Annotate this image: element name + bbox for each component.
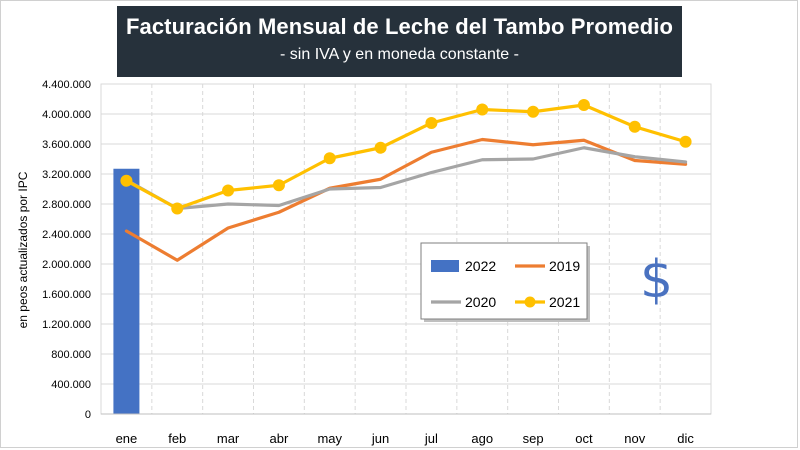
- point-2021-jul: [425, 117, 438, 129]
- x-tick-label: sep: [523, 431, 544, 446]
- legend-label-2020: 2020: [465, 294, 496, 310]
- point-2021-may: [323, 152, 336, 165]
- y-tick-label: 4.400.000: [42, 79, 91, 91]
- point-2021-oct: [577, 99, 590, 111]
- point-2021-nov: [628, 120, 641, 133]
- y-tick-label: 2.800.000: [42, 199, 91, 211]
- legend-box: [420, 242, 588, 320]
- bar-2022-ene: [113, 168, 140, 414]
- y-tick-label: 4.000.000: [42, 109, 91, 121]
- point-2021-dic: [679, 135, 692, 148]
- dollar-sign-icon: $: [640, 250, 674, 310]
- legend-label-2019: 2019: [549, 258, 580, 274]
- legend-swatch-2022: [431, 260, 459, 272]
- point-2021-sep: [527, 105, 540, 118]
- x-tick-label: abr: [270, 431, 289, 446]
- y-tick-label: 2.400.000: [42, 229, 91, 241]
- y-tick-label: 400.000: [51, 379, 91, 391]
- x-tick-label: may: [317, 431, 342, 446]
- x-tick-label: oct: [575, 431, 593, 446]
- legend-label-2021: 2021: [549, 294, 580, 310]
- point-2021-jun: [374, 141, 387, 154]
- y-tick-label: 3.600.000: [42, 139, 91, 151]
- x-tick-label: nov: [624, 431, 645, 446]
- y-tick-label: 1.600.000: [42, 289, 91, 301]
- series-line-2019: [124, 137, 688, 262]
- y-tick-label: 1.200.000: [42, 319, 91, 331]
- point-2021-mar: [222, 184, 235, 197]
- y-tick-label: 0: [85, 409, 91, 421]
- legend-label-2022: 2022: [465, 258, 496, 274]
- x-tick-label: jul: [424, 431, 438, 446]
- x-tick-label: mar: [217, 431, 240, 446]
- y-tick-label: 2.000.000: [42, 259, 91, 271]
- point-2021-ago: [476, 103, 489, 116]
- x-tick-label: ene: [116, 431, 138, 446]
- series-line-2021: [124, 103, 688, 211]
- x-tick-label: dic: [677, 431, 694, 446]
- series-line-2020: [124, 146, 688, 211]
- chart-title: Facturación Mensual de Leche del Tambo P…: [125, 14, 674, 39]
- y-tick-label: 800.000: [51, 349, 91, 361]
- x-tick-label: feb: [168, 431, 186, 446]
- chart-title-box: Facturación Mensual de Leche del Tambo P…: [117, 6, 682, 77]
- point-2021-feb: [171, 202, 184, 215]
- y-tick-label: 3.200.000: [42, 169, 91, 181]
- point-2021-ene: [120, 174, 133, 187]
- point-2021-abr: [272, 179, 285, 192]
- x-tick-label: ago: [471, 431, 493, 446]
- chart-subtitle: - sin IVA y en moneda constante -: [280, 46, 519, 63]
- x-tick-label: jun: [371, 431, 389, 446]
- legend-marker-2021: [524, 296, 536, 308]
